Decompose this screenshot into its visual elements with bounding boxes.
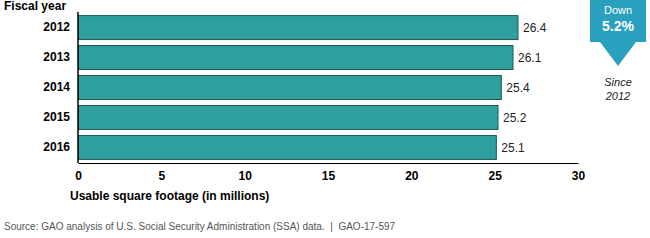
down-arrow [590,0,646,66]
data-label: 25.2 [503,111,527,125]
bar [78,105,498,129]
value-tick: 25 [488,163,502,183]
change-annotation: Down 5.2% Since 2012 [590,0,646,102]
category-label: 2013 [43,50,70,64]
data-labels: 26.4 26.1 25.4 25.2 25.1 [501,21,546,155]
data-label: 25.1 [501,141,525,155]
value-tick: 5 [158,163,165,183]
bar [78,76,501,100]
value-tick-label: 5 [158,169,165,183]
value-tick-label: 30 [572,169,586,183]
annotation-note: Since 2012 [604,76,632,102]
bar [78,16,518,40]
value-tick: 20 [405,163,419,183]
category-tick: 2016 [43,140,78,154]
source-note: Source: GAO analysis of U.S. Social Secu… [4,221,396,232]
value-tick-label: 20 [405,169,419,183]
y-axis-title: Fiscal year [4,0,66,13]
category-label: 2012 [43,20,70,34]
value-tick: 15 [322,163,336,183]
annotation-note-line: 2012 [605,90,630,102]
data-label: 25.4 [506,81,530,95]
category-axis: 2012 2013 2014 2015 2016 [43,12,78,163]
bars [78,16,518,160]
category-tick: 2014 [43,80,78,94]
chart-svg: 26.426.125.425.225.120122013201420152016… [0,0,650,238]
value-tick: 30 [572,163,586,183]
bar [78,46,513,70]
category-tick: 2013 [43,50,78,64]
category-tick: 2015 [43,110,78,124]
value-tick: 10 [238,163,252,183]
value-axis: 0 5 10 15 20 25 30 [75,163,585,183]
category-label: 2014 [43,80,70,94]
category-label: 2016 [43,140,70,154]
data-label: 26.4 [523,21,547,35]
value-axis-line [79,163,579,164]
x-axis-title: Usable square footage (in millions) [70,189,269,203]
category-axis-line [77,12,79,163]
value-tick: 0 [75,163,82,183]
value-tick-label: 15 [322,169,336,183]
chart-container: 26.426.125.425.225.120122013201420152016… [0,0,650,238]
value-tick-label: 0 [75,169,82,183]
category-tick: 2012 [43,20,78,34]
value-tick-label: 10 [238,169,252,183]
data-label: 26.1 [518,51,542,65]
annotation-text: Down [604,4,632,16]
annotation-note-line: Since [604,76,632,88]
value-tick-label: 25 [488,169,502,183]
category-label: 2015 [43,110,70,124]
annotation-value: 5.2% [602,18,634,34]
bar [78,135,496,159]
